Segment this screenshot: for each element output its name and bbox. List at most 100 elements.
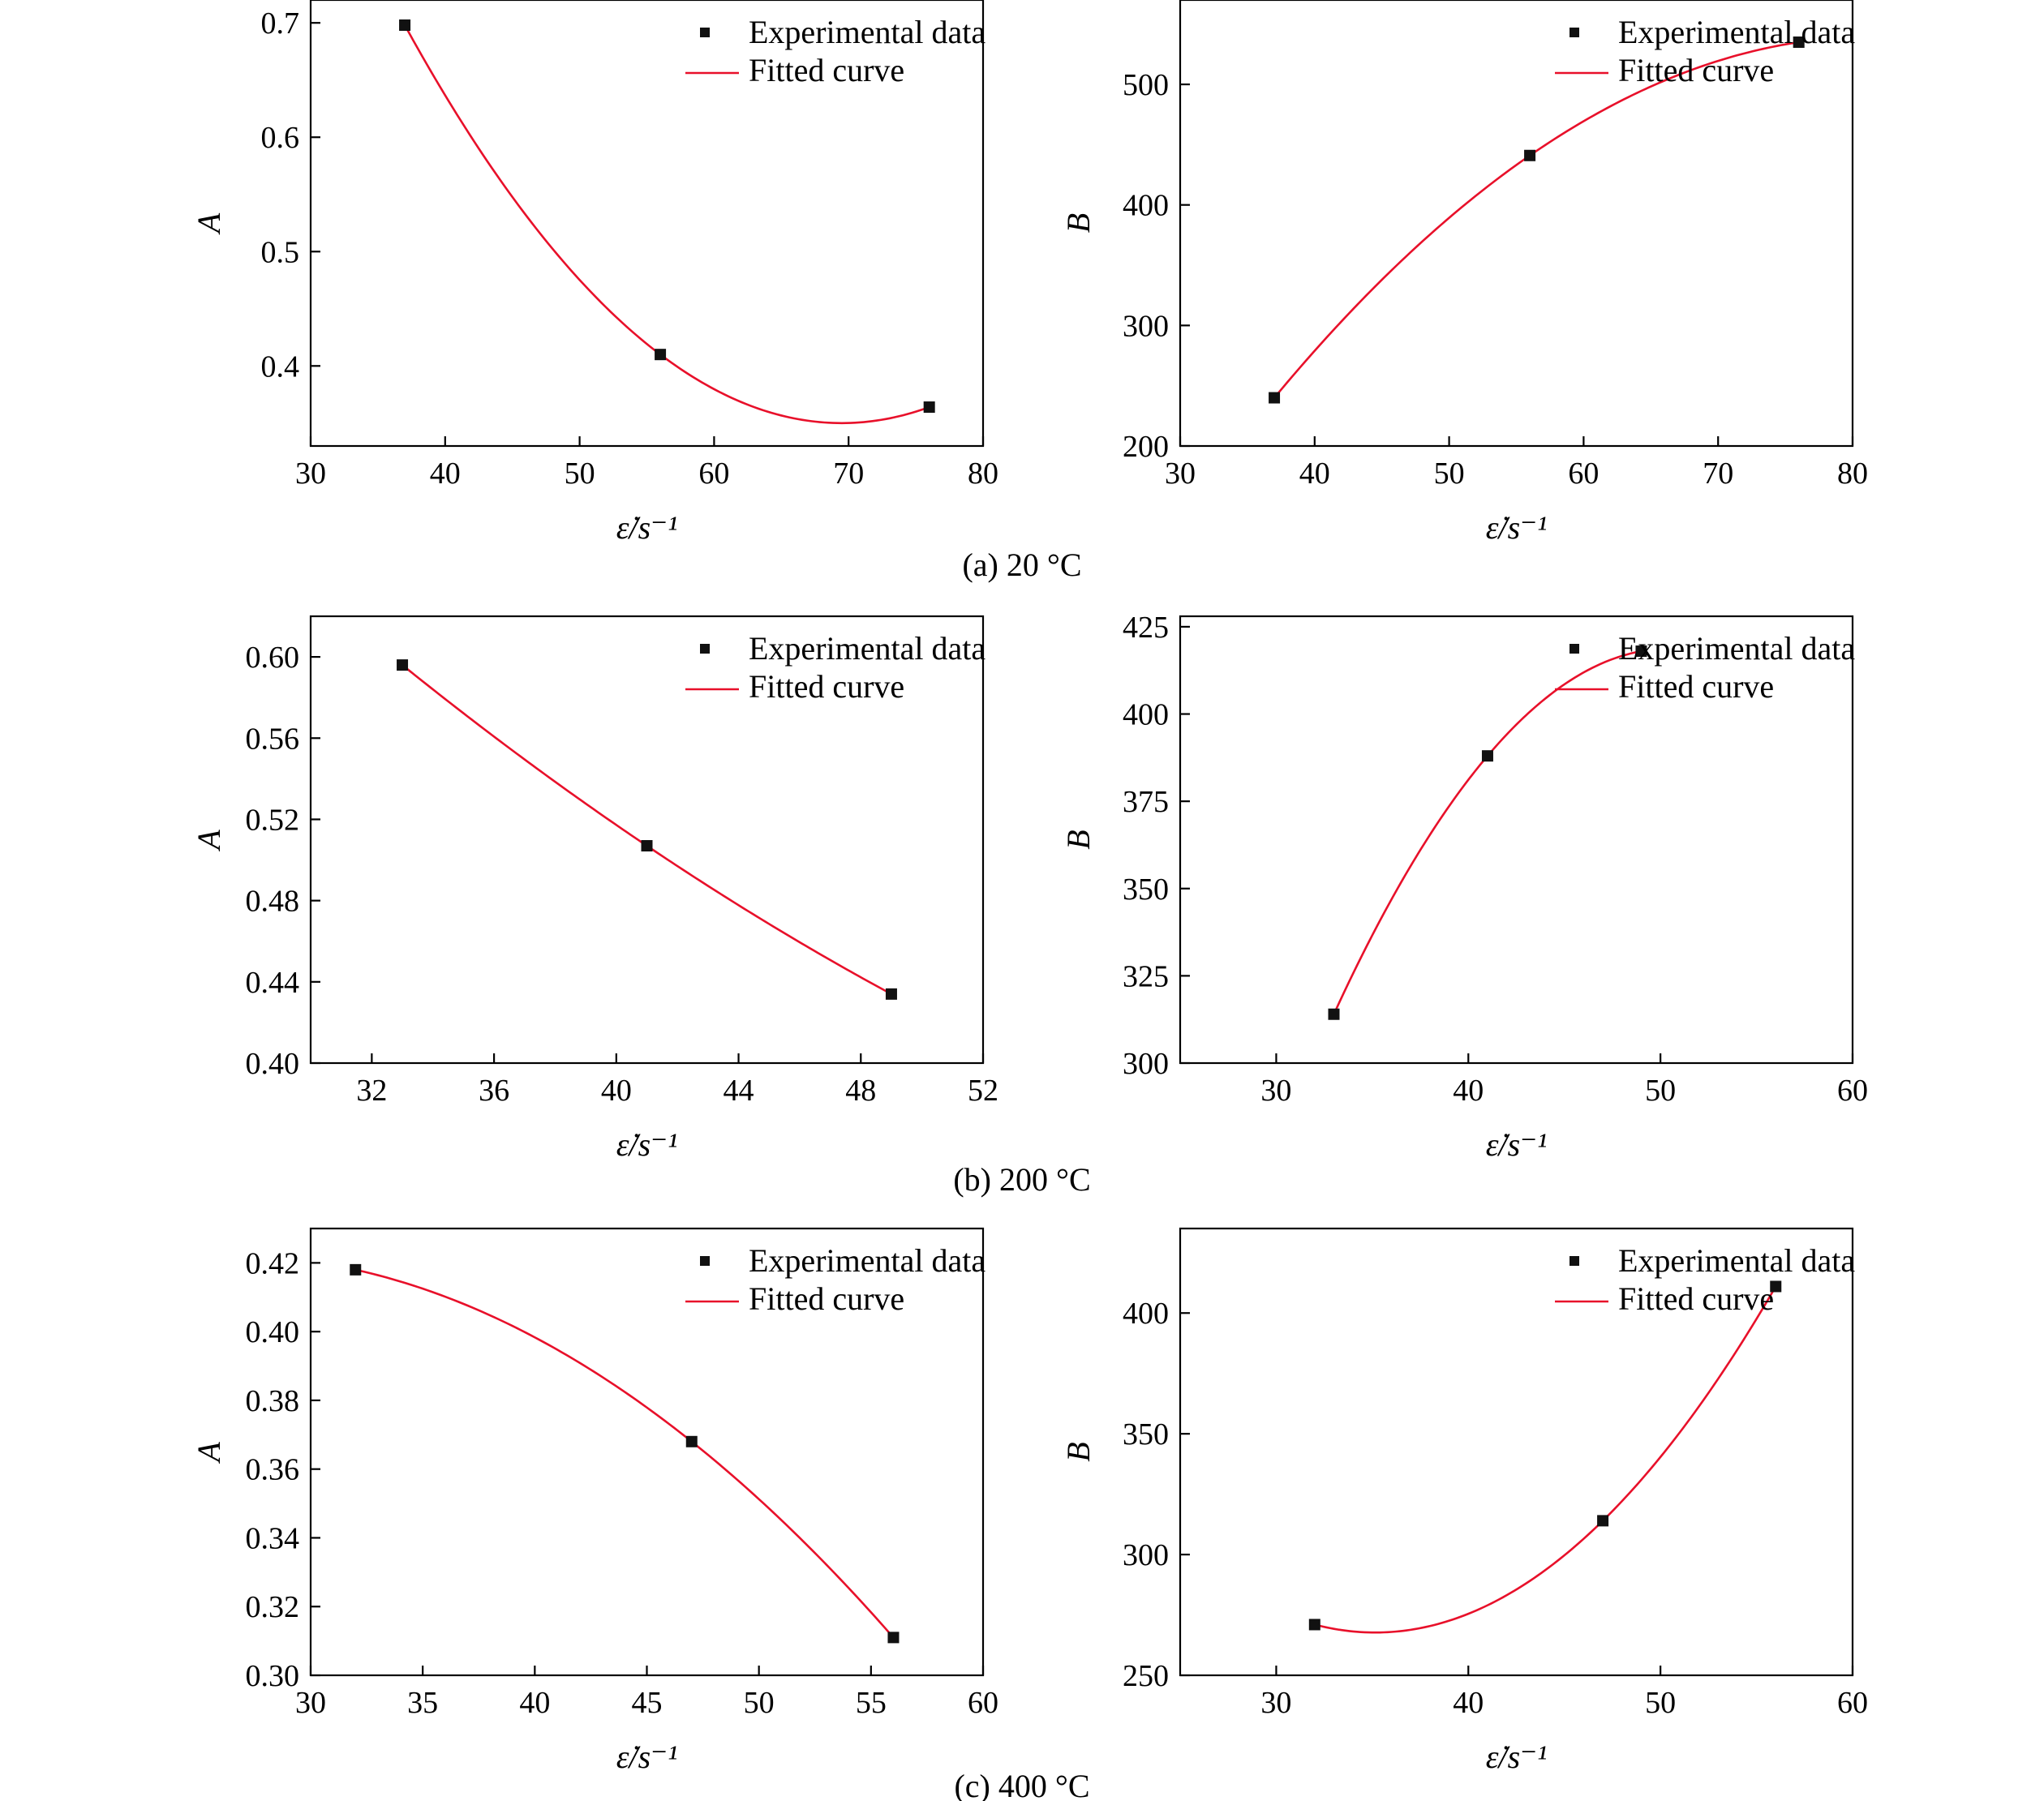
chart-panel-5: 30 35 40 45 50 55 60 0.30 0.32 0.34 0.36 0.38 0.40 0.… <box>191 1227 998 1775</box>
legend-marker-swatch <box>1570 644 1579 654</box>
y-tick-label: 325 <box>1123 959 1169 993</box>
legend-label-experimental: Experimental data <box>749 630 986 667</box>
plot-frame <box>309 615 985 1065</box>
data-point <box>1328 1008 1340 1020</box>
x-tick-label: 60 <box>1837 1074 1868 1108</box>
legend-marker-swatch <box>700 28 710 37</box>
chart-panel-2: 30 40 50 60 70 80 200 300 400 500 ε̇/s⁻¹ B Experimen… <box>1060 0 1868 546</box>
x-tick-label: 44 <box>724 1074 754 1108</box>
y-tick-label: 0.32 <box>246 1590 300 1624</box>
x-tick-label: 60 <box>1568 457 1599 491</box>
caption-b: (b) 200 °C <box>953 1161 1090 1198</box>
fitted-curve <box>354 1268 895 1639</box>
x-tick-label: 50 <box>1645 1074 1676 1108</box>
legend-label-experimental: Experimental data <box>749 1242 986 1279</box>
y-tick-label: 350 <box>1123 1417 1169 1452</box>
data-point <box>923 401 935 414</box>
x-tick-label: 48 <box>845 1074 876 1108</box>
legend-label-fitted: Fitted curve <box>1618 52 1774 88</box>
y-tick-label: 0.4 <box>261 349 300 384</box>
y-tick-label: 375 <box>1123 785 1169 819</box>
data-point <box>1793 36 1805 49</box>
legend-marker-swatch <box>700 1256 710 1266</box>
x-tick-label: 70 <box>833 457 864 491</box>
data-point <box>1308 1619 1320 1631</box>
x-tick-label: 60 <box>968 1686 998 1720</box>
data-point <box>685 1435 698 1447</box>
legend-label-experimental: Experimental data <box>1618 630 1855 667</box>
x-axis-label: ε̇/s⁻¹ <box>616 1126 678 1163</box>
legend-label-experimental: Experimental data <box>1618 1242 1855 1279</box>
y-tick-label: 0.56 <box>246 722 300 756</box>
data-point <box>1481 750 1493 762</box>
y-axis-label: A <box>191 1442 227 1464</box>
x-tick-label: 40 <box>1453 1074 1484 1108</box>
x-tick-label: 52 <box>968 1074 998 1108</box>
x-tick-label: 40 <box>601 1074 632 1108</box>
legend-label-fitted: Fitted curve <box>749 1280 904 1317</box>
x-tick-label: 30 <box>1260 1686 1291 1720</box>
legend-marker-swatch <box>1570 28 1579 37</box>
data-point <box>1597 1515 1609 1527</box>
y-tick-label: 500 <box>1123 68 1169 102</box>
chart-panel-1: 30 40 50 60 70 80 0.4 0.5 0.6 0.7 ε̇/s⁻¹ A Experimen… <box>191 0 998 546</box>
x-tick-label: 50 <box>1434 457 1465 491</box>
x-axis-label: ε̇/s⁻¹ <box>616 1739 678 1775</box>
y-tick-label: 0.42 <box>246 1246 300 1280</box>
y-tick-label: 0.40 <box>246 1047 300 1081</box>
x-tick-label: 30 <box>295 1686 326 1720</box>
data-point <box>1269 392 1281 404</box>
y-tick-label: 250 <box>1123 1659 1169 1693</box>
y-axis-label: B <box>1060 1442 1097 1461</box>
legend-label-experimental: Experimental data <box>749 14 986 50</box>
x-axis-label: ε̇/s⁻¹ <box>616 509 678 546</box>
y-tick-label: 0.5 <box>261 235 300 269</box>
x-tick-label: 60 <box>1837 1686 1868 1720</box>
data-point <box>887 1632 900 1644</box>
x-tick-label: 35 <box>407 1686 438 1720</box>
y-tick-label: 0.40 <box>246 1315 300 1349</box>
y-tick-label: 350 <box>1123 873 1169 907</box>
data-point <box>350 1263 362 1276</box>
legend-label-fitted: Fitted curve <box>749 52 904 88</box>
data-point <box>655 349 667 361</box>
plot-frame <box>1179 1227 1854 1677</box>
data-point <box>1524 149 1536 161</box>
y-tick-label: 425 <box>1123 611 1169 645</box>
y-tick-label: 0.30 <box>246 1659 300 1693</box>
y-tick-label: 400 <box>1123 189 1169 223</box>
x-tick-label: 55 <box>856 1686 887 1720</box>
x-tick-label: 30 <box>1260 1074 1291 1108</box>
caption-c: (c) 400 °C <box>954 1768 1089 1801</box>
y-tick-label: 0.7 <box>261 6 300 41</box>
y-tick-label: 0.52 <box>246 803 300 837</box>
fitted-curve <box>402 664 892 995</box>
chart-panel-3: 32 36 40 44 48 52 0.40 0.44 0.48 0.52 0.56 0.60 ε̇/s… <box>191 615 998 1163</box>
data-point <box>1635 645 1647 658</box>
y-axis-label: B <box>1060 830 1097 849</box>
plot-frame <box>1179 0 1854 448</box>
y-tick-label: 0.60 <box>246 641 300 675</box>
x-tick-label: 40 <box>1299 457 1330 491</box>
y-tick-label: 300 <box>1123 1047 1169 1081</box>
x-tick-label: 40 <box>519 1686 550 1720</box>
x-tick-label: 32 <box>356 1074 387 1108</box>
data-point <box>641 840 653 852</box>
x-axis-label: ε̇/s⁻¹ <box>1486 1739 1548 1775</box>
y-axis-label: A <box>191 830 227 852</box>
legend-label-experimental: Experimental data <box>1618 14 1855 50</box>
chart-panel-6: 30 40 50 60 250 300 350 400 ε̇/s⁻¹ B Experimental … <box>1060 1227 1868 1775</box>
y-tick-label: 300 <box>1123 309 1169 343</box>
fitted-curve <box>1273 41 1799 399</box>
x-axis-label: ε̇/s⁻¹ <box>1486 1126 1548 1163</box>
y-tick-label: 0.34 <box>246 1521 300 1555</box>
x-tick-label: 50 <box>1645 1686 1676 1720</box>
y-tick-label: 0.48 <box>246 885 300 919</box>
fitted-curve <box>403 24 930 425</box>
x-tick-label: 60 <box>698 457 729 491</box>
